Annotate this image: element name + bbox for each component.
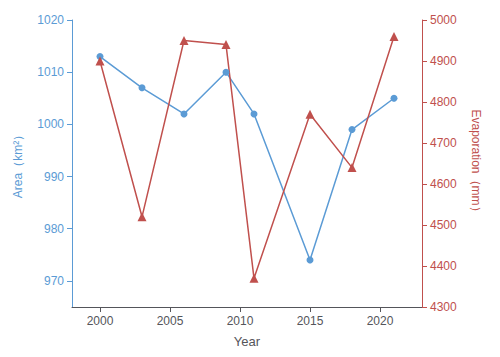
svg-text:980: 980 bbox=[44, 222, 64, 236]
svg-text:4900: 4900 bbox=[430, 54, 457, 68]
svg-text:4400: 4400 bbox=[430, 259, 457, 273]
svg-text:2015: 2015 bbox=[297, 314, 324, 328]
svg-text:4800: 4800 bbox=[430, 95, 457, 109]
svg-text:4500: 4500 bbox=[430, 218, 457, 232]
svg-text:1020: 1020 bbox=[37, 13, 64, 27]
svg-text:970: 970 bbox=[44, 274, 64, 288]
svg-text:1000: 1000 bbox=[37, 117, 64, 131]
svg-text:4300: 4300 bbox=[430, 300, 457, 314]
svg-text:2020: 2020 bbox=[367, 314, 394, 328]
svg-text:1010: 1010 bbox=[37, 65, 64, 79]
svg-text:5000: 5000 bbox=[430, 13, 457, 27]
svg-text:4700: 4700 bbox=[430, 136, 457, 150]
svg-text:Area（km²）: Area（km²） bbox=[11, 129, 25, 198]
svg-text:990: 990 bbox=[44, 170, 64, 184]
svg-text:2000: 2000 bbox=[87, 314, 114, 328]
svg-text:2005: 2005 bbox=[157, 314, 184, 328]
svg-text:Year: Year bbox=[234, 334, 261, 349]
svg-text:Evaporation（mm）: Evaporation（mm） bbox=[469, 109, 483, 217]
svg-text:2010: 2010 bbox=[227, 314, 254, 328]
svg-text:4600: 4600 bbox=[430, 177, 457, 191]
